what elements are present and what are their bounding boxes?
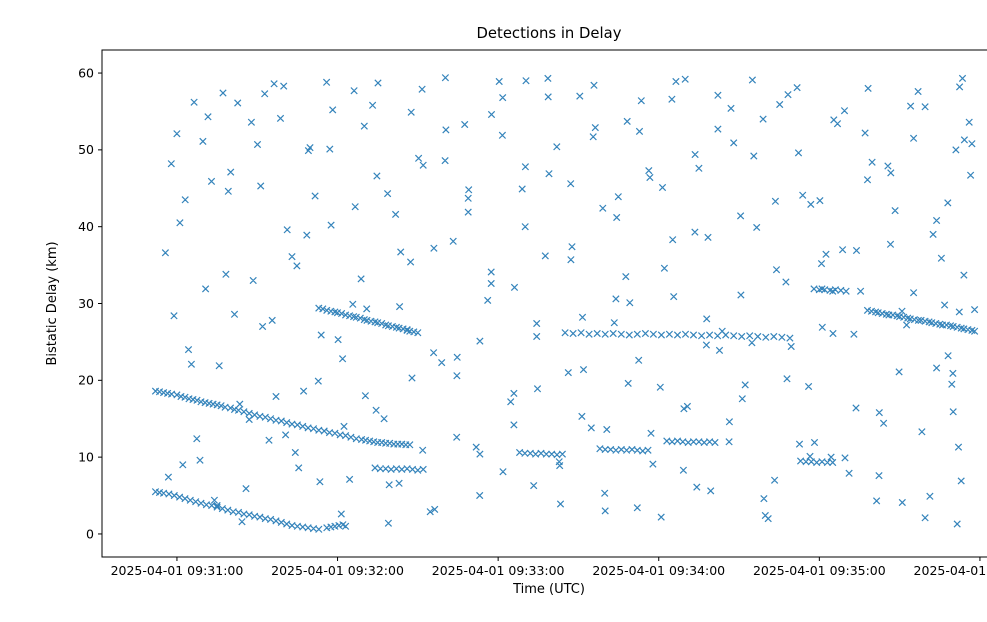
scatter-points xyxy=(151,74,979,533)
scatter-marker-path xyxy=(151,74,979,533)
y-tick-label: 60 xyxy=(78,65,94,80)
y-tick-label: 0 xyxy=(86,526,94,541)
x-tick-label: 2025-04-01 09:34:00 xyxy=(592,563,725,578)
scatter-figure: Detections in Delay 2025-04-01 09:31:00 2… xyxy=(40,16,987,606)
x-tick-label: 2025-04-01 09:32:00 xyxy=(271,563,404,578)
x-axis-ticks: 2025-04-01 09:31:00 2025-04-01 09:32:00 20… xyxy=(111,557,987,578)
x-tick-label: 2025-04-01 09:31:00 xyxy=(111,563,244,578)
y-axis-ticks: 0 10 20 30 40 50 60 xyxy=(78,65,102,541)
plot-area xyxy=(101,49,987,558)
chart-title: Detections in Delay xyxy=(477,25,622,42)
plot-canvas: Detections in Delay 2025-04-01 09:31:00 2… xyxy=(45,25,987,597)
x-tick-label: 2025-04-01 09:33:00 xyxy=(432,563,565,578)
y-tick-label: 40 xyxy=(78,219,94,234)
x-tick-label: 2025-04-01 09:35:00 xyxy=(753,563,886,578)
y-tick-label: 20 xyxy=(78,373,94,388)
y-tick-label: 50 xyxy=(78,142,94,157)
y-axis-label: Bistatic Delay (km) xyxy=(45,241,60,365)
x-tick-label: 2025-04-01 09:36:00 xyxy=(914,563,987,578)
y-tick-label: 10 xyxy=(78,449,94,464)
y-tick-label: 30 xyxy=(78,296,94,311)
